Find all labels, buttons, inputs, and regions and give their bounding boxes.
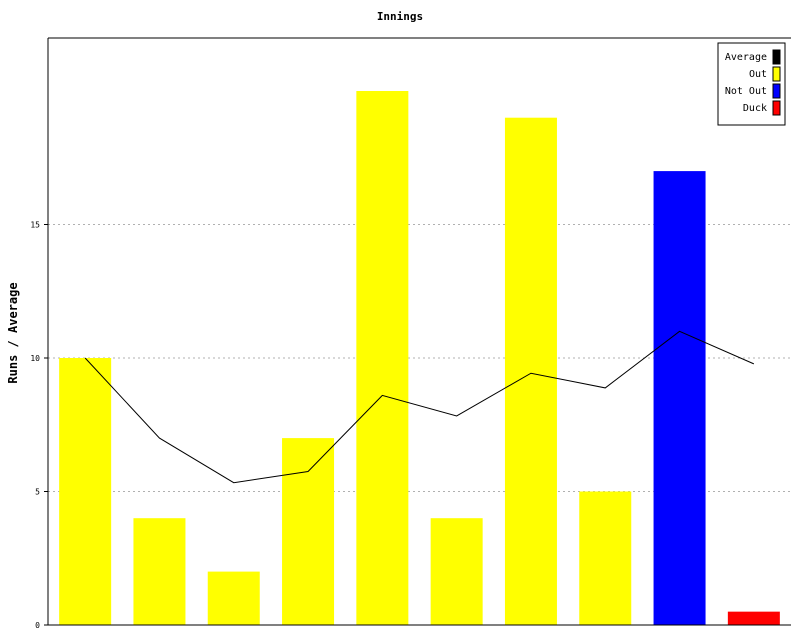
legend-label: Average: [725, 52, 767, 63]
axis-layer: 0 5 10 15: [30, 37, 791, 630]
bar: [282, 438, 335, 625]
bar-layer: [59, 91, 780, 625]
bar: [59, 358, 112, 625]
y-tick-label: 5: [35, 488, 40, 497]
y-tick-label: 0: [35, 621, 40, 630]
bar: [207, 571, 260, 625]
chart-title: Innings: [376, 10, 424, 23]
grid-layer: [48, 224, 791, 492]
legend-swatch: [772, 83, 781, 99]
average-line-layer: [84, 330, 755, 484]
legend-label: Not Out: [725, 86, 767, 97]
bar: [653, 171, 706, 625]
y-tick-label: 10: [30, 354, 40, 363]
legend-swatch: [772, 66, 781, 82]
bar: [579, 491, 632, 625]
bar: [356, 91, 409, 625]
legend-swatch: [772, 100, 781, 116]
average-line: [84, 330, 755, 484]
legend-label: Out: [749, 69, 767, 80]
bar: [133, 518, 186, 625]
y-tick-label: 15: [30, 221, 40, 230]
legend-swatch: [772, 49, 781, 65]
legend-label: Duck: [743, 103, 767, 114]
bar: [504, 117, 557, 625]
bar: [727, 611, 780, 625]
legend: Average Out Not Out Duck: [717, 42, 786, 126]
bar: [430, 518, 483, 625]
